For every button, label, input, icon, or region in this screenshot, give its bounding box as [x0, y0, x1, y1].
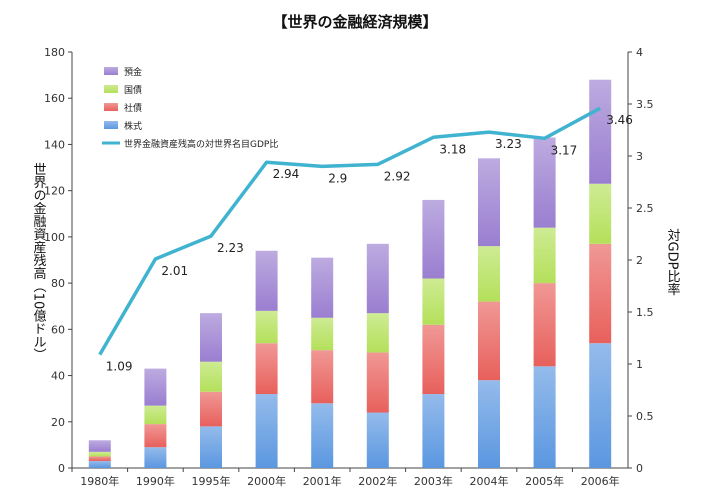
- chart-title: 【世界の金融経済規模】: [272, 13, 437, 31]
- legend-label: 株式: [124, 120, 142, 132]
- bar-segment: [255, 394, 278, 468]
- bar-segment: [366, 412, 389, 468]
- bar-segment: [144, 405, 167, 425]
- bar-segment: [478, 246, 500, 302]
- bar-segment: [533, 283, 556, 367]
- data-label: 2.01: [161, 264, 188, 278]
- data-label: 3.46: [606, 113, 633, 127]
- gdp-ratio-line-path: [98, 106, 602, 356]
- bar-segment: [144, 447, 167, 468]
- x-tick-label: 2000年: [247, 474, 286, 488]
- gdp-ratio-line: [98, 106, 602, 356]
- data-labels: 1.09 2.01 2.23 2.94 2.9 2.92 3.18 3.23 3.17 3.46: [106, 113, 633, 373]
- bar-segment: [422, 394, 445, 468]
- y-tick-label: 40: [51, 370, 65, 383]
- data-label: 3.17: [551, 143, 578, 157]
- bar-segment: [422, 278, 445, 325]
- bar-segment: [200, 313, 222, 362]
- data-label: 1.09: [106, 360, 133, 374]
- data-label: 3.18: [439, 142, 466, 156]
- bar-segment: [478, 380, 500, 468]
- data-label: 2.94: [273, 167, 300, 181]
- legend-swatch: [104, 67, 118, 75]
- legend-label: 世界金融資産残高の対世界名目GDP比: [124, 138, 278, 150]
- bar-segment: [311, 257, 334, 318]
- y-tick-label: 80: [51, 277, 65, 290]
- data-label: 2.92: [384, 169, 411, 183]
- data-label: 2.9: [328, 171, 347, 185]
- y-tick-label: 140: [44, 138, 65, 151]
- bar-segment: [144, 424, 167, 448]
- legend-label: 国債: [124, 84, 142, 96]
- y2-tick-label: 1.5: [636, 306, 654, 319]
- x-tick-label: 2005年: [525, 474, 564, 488]
- y-tick-label: 120: [44, 185, 65, 198]
- bar-segment: [144, 368, 167, 406]
- bar-segment: [589, 79, 612, 184]
- bar-segment: [366, 352, 389, 413]
- bar-segment: [422, 199, 445, 279]
- y-tick-label: 0: [58, 462, 65, 475]
- data-label: 2.23: [217, 241, 244, 255]
- bar-segment: [88, 456, 111, 462]
- bar-segment: [88, 440, 111, 452]
- y-tick-label: 60: [51, 323, 65, 336]
- bar-segment: [255, 250, 278, 311]
- bar-segment: [589, 183, 612, 244]
- bar-segment: [311, 403, 334, 468]
- x-tick-label: 1995年: [192, 474, 231, 488]
- y-axis-label-right: 対GDP比率: [665, 229, 681, 296]
- bar-segment: [255, 310, 278, 344]
- x-tick-label: 2003年: [414, 474, 453, 488]
- y2-tick-label: 3.5: [636, 98, 654, 111]
- bar-segment: [478, 158, 500, 247]
- y2-tick-label: 0.5: [636, 410, 654, 423]
- bar-segment: [589, 343, 612, 468]
- bar-segment: [366, 243, 389, 314]
- y2-tick-label: 1: [636, 358, 643, 371]
- y-tick-label: 180: [44, 46, 65, 59]
- data-label: 3.23: [495, 137, 522, 151]
- bars: [88, 79, 612, 468]
- bar-segment: [422, 324, 445, 395]
- x-tick-label: 2002年: [358, 474, 397, 488]
- x-tick-label: 2006年: [581, 474, 620, 488]
- legend-label: 預金: [124, 66, 142, 78]
- y2-tick-label: 0: [636, 462, 643, 475]
- y2-tick-label: 2: [636, 254, 643, 267]
- bar-segment: [311, 317, 334, 351]
- y-tick-label: 100: [44, 231, 65, 244]
- x-tick-label: 2004年: [470, 474, 509, 488]
- bar-segment: [533, 366, 556, 468]
- y2-tick-label: 3: [636, 150, 643, 163]
- x-tick-label: 2001年: [303, 474, 342, 488]
- legend-swatch: [104, 103, 118, 111]
- legend-swatch: [104, 121, 118, 129]
- bar-segment: [533, 227, 556, 284]
- x-tick-label: 1990年: [136, 474, 175, 488]
- x-tick-label: 1980年: [80, 474, 119, 488]
- legend-label: 社債: [124, 102, 142, 114]
- legend-swatch: [104, 85, 118, 93]
- bar-segment: [366, 313, 389, 353]
- bar-segment: [255, 343, 278, 395]
- y2-tick-label: 2.5: [636, 202, 654, 215]
- bar-segment: [88, 461, 111, 468]
- y-tick-label: 20: [51, 416, 65, 429]
- bar-segment: [200, 426, 222, 468]
- bar-segment: [200, 391, 222, 427]
- y-axis-label-left: 世界の金融資産残高（10億ドル）: [31, 163, 47, 362]
- bar-segment: [589, 243, 612, 344]
- y-tick-label: 160: [44, 92, 65, 105]
- bar-segment: [88, 451, 111, 457]
- bar-segment: [311, 350, 334, 404]
- bar-segment: [200, 361, 222, 392]
- bar-segment: [533, 137, 556, 228]
- y2-tick-label: 4: [636, 46, 643, 59]
- bar-segment: [478, 301, 500, 381]
